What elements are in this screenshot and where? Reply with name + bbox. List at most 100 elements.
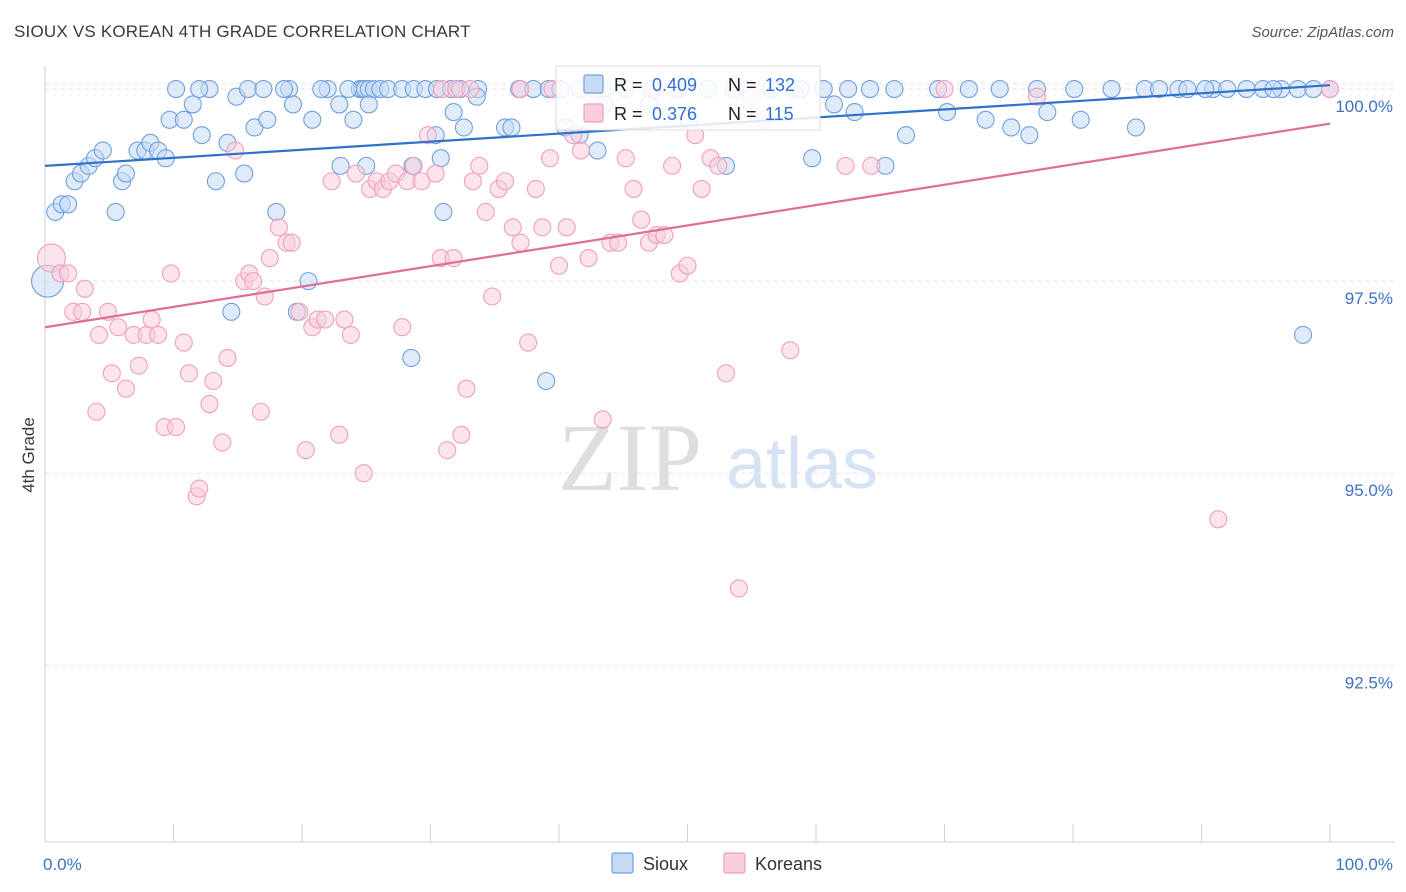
koreans-point-15 — [142, 310, 161, 329]
koreans-point-20 — [174, 333, 193, 352]
sioux-point-28 — [222, 302, 241, 321]
koreans-point-72 — [511, 233, 530, 252]
koreans-point-21 — [179, 364, 198, 383]
koreans-point-48 — [354, 464, 373, 483]
sioux-point-76 — [303, 110, 322, 129]
koreans-point-59 — [426, 164, 445, 183]
watermark-zip: ZIP — [558, 404, 702, 511]
koreans-point-43 — [322, 172, 341, 191]
koreans-point-38 — [290, 302, 309, 321]
koreans-point-64 — [457, 379, 476, 398]
koreans-point-83 — [593, 410, 612, 429]
y-axis-label-group: 4th Grade — [19, 417, 38, 493]
sioux-point-104 — [1126, 118, 1146, 137]
koreans-point-78 — [557, 218, 576, 237]
sioux-point-27 — [235, 164, 254, 183]
sioux-point-8 — [93, 141, 112, 160]
sioux-point-88 — [331, 156, 350, 175]
stats-r-label-koreans: R = — [614, 104, 643, 124]
sioux-point-113 — [803, 149, 822, 168]
koreans-point-73 — [519, 333, 538, 352]
sioux-point-128 — [254, 79, 273, 99]
stats-legend: R = 0.409 N = 132 R = 0.376 N = 115 — [555, 65, 821, 131]
sioux-point-64 — [959, 79, 978, 99]
sioux-point-90 — [454, 118, 473, 137]
y-tick-label-0: 100.0% — [1335, 97, 1393, 116]
sioux-point-103 — [1071, 110, 1090, 129]
koreans-point-44 — [330, 425, 349, 444]
koreans-point-110 — [511, 79, 530, 99]
y-tick-label-2: 95.0% — [1345, 481, 1393, 500]
koreans-point-96 — [692, 179, 711, 198]
chart-title: SIOUX VS KOREAN 4TH GRADE CORRELATION CH… — [14, 22, 471, 41]
koreans-point-2 — [59, 264, 78, 283]
stats-n-value-sioux: 132 — [765, 75, 795, 95]
koreans-point-71 — [503, 218, 522, 237]
koreans-point-23 — [190, 479, 209, 498]
koreans-point-114 — [461, 79, 480, 99]
stats-r-value-sioux: 0.409 — [652, 75, 697, 95]
koreans-point-106 — [935, 79, 954, 99]
koreans-point-26 — [213, 433, 232, 452]
koreans-point-9 — [102, 364, 121, 383]
koreans-point-18 — [161, 264, 180, 283]
koreans-point-47 — [346, 164, 366, 183]
koreans-point-37 — [282, 233, 301, 252]
stats-swatch-koreans — [583, 103, 604, 123]
koreans-point-63 — [452, 425, 471, 444]
sioux-point-89 — [434, 202, 453, 222]
sioux-point-26 — [258, 110, 277, 129]
koreans-point-85 — [609, 233, 628, 252]
koreans-point-99 — [716, 364, 736, 383]
sioux-point-102 — [1038, 103, 1057, 122]
koreans-point-70 — [495, 172, 515, 191]
stats-r-label-sioux: R = — [614, 75, 643, 95]
sioux-point-121 — [1218, 79, 1237, 99]
koreans-point-103 — [781, 341, 800, 360]
stats-n-label-sioux: N = — [728, 75, 757, 95]
koreans-point-28 — [226, 141, 245, 160]
watermark-atlas: atlas — [726, 424, 878, 504]
koreans-point-107 — [1027, 87, 1047, 106]
koreans-point-34 — [260, 249, 279, 268]
sioux-point-61 — [860, 79, 880, 99]
sioux-point-107 — [431, 149, 450, 168]
sioux-point-9 — [106, 202, 125, 222]
koreans-point-56 — [404, 156, 423, 175]
stats-r-value-koreans: 0.376 — [652, 104, 697, 124]
koreans-point-27 — [218, 348, 237, 368]
sioux-point-80 — [344, 110, 363, 129]
koreans-point-42 — [316, 310, 335, 329]
koreans-point-13 — [129, 356, 148, 375]
sioux-point-18 — [174, 110, 193, 129]
koreans-point-46 — [341, 325, 360, 344]
sioux-point-100 — [1002, 118, 1021, 137]
sioux-point-106 — [402, 348, 421, 368]
koreans-point-54 — [393, 318, 412, 337]
koreans-point-65 — [463, 172, 482, 191]
koreans-point-100 — [729, 579, 748, 598]
data-points — [31, 79, 1340, 598]
koreans-point-31 — [244, 272, 263, 291]
sioux-point-105 — [1293, 325, 1313, 344]
koreans-point-61 — [438, 441, 457, 460]
koreans-point-16 — [149, 325, 168, 344]
koreans-point-5 — [75, 279, 94, 298]
koreans-point-35 — [269, 218, 288, 237]
x-tick-label-1: 100.0% — [1335, 855, 1393, 874]
koreans-point-108 — [1209, 510, 1228, 529]
y-tick-label-3: 92.5% — [1345, 673, 1393, 692]
sioux-point-129 — [274, 79, 294, 99]
sioux-point-125 — [190, 79, 209, 99]
koreans-point-94 — [678, 256, 697, 275]
koreans-point-32 — [251, 402, 270, 421]
sioux-point-118 — [1150, 79, 1169, 99]
sioux-point-114 — [824, 95, 844, 114]
sioux-point-20 — [192, 126, 211, 145]
koreans-point-4 — [73, 302, 92, 321]
sioux-point-112 — [502, 118, 521, 137]
sioux-point-131 — [339, 79, 358, 99]
y-axis-label: 4th Grade — [19, 417, 38, 493]
legend-label-sioux: Sioux — [643, 854, 688, 874]
